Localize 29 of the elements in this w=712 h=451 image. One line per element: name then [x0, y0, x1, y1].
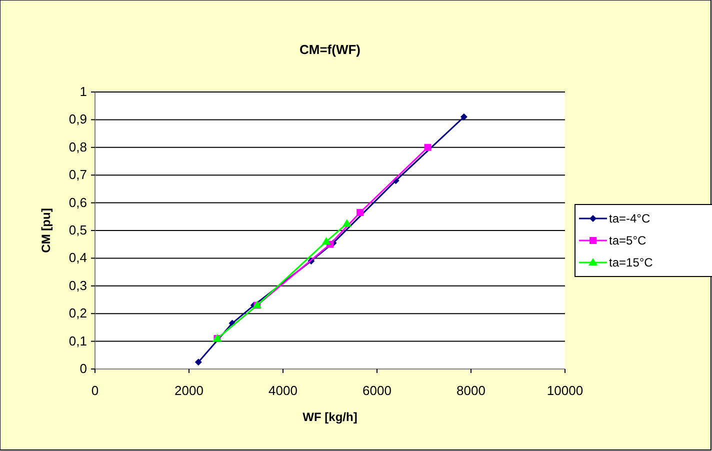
y-tick-label: 0,6: [68, 194, 87, 210]
x-tick-label: 8000: [456, 383, 486, 398]
y-tick-label: 0,5: [68, 222, 87, 238]
point: [342, 219, 352, 227]
y-tick-label: 0,1: [68, 333, 87, 348]
point: [460, 113, 468, 120]
x-tick-label: 6000: [362, 383, 392, 398]
legend-label: ta=15°C: [609, 256, 654, 270]
point: [322, 237, 331, 245]
x-tick-label: 4000: [268, 383, 298, 398]
y-tick-label: 0,7: [68, 167, 87, 182]
chart-title: CM=f(WF): [299, 42, 361, 57]
x-tick-label: 10000: [546, 383, 584, 398]
x-tick-label: 0: [91, 383, 99, 398]
x-axis-title: WF [kg/h]: [302, 410, 358, 424]
y-axis-title: CM [pu]: [39, 208, 53, 253]
y-tick-label: 0,9: [68, 112, 87, 127]
point: [194, 358, 202, 366]
y-tick-label: 0: [80, 361, 87, 376]
y-tick-label: 0,2: [68, 306, 87, 321]
y-tick-label: 1: [80, 84, 87, 99]
y-tick-label: 0,3: [68, 278, 87, 293]
legend-label: ta=5°C: [609, 234, 646, 248]
y-tick-label: 0,8: [68, 139, 87, 154]
x-tick-label: 2000: [174, 383, 204, 398]
legend-label: ta=-4°C: [609, 212, 650, 226]
y-tick-label: 0,4: [68, 250, 87, 266]
point: [356, 208, 364, 216]
point: [424, 144, 432, 151]
